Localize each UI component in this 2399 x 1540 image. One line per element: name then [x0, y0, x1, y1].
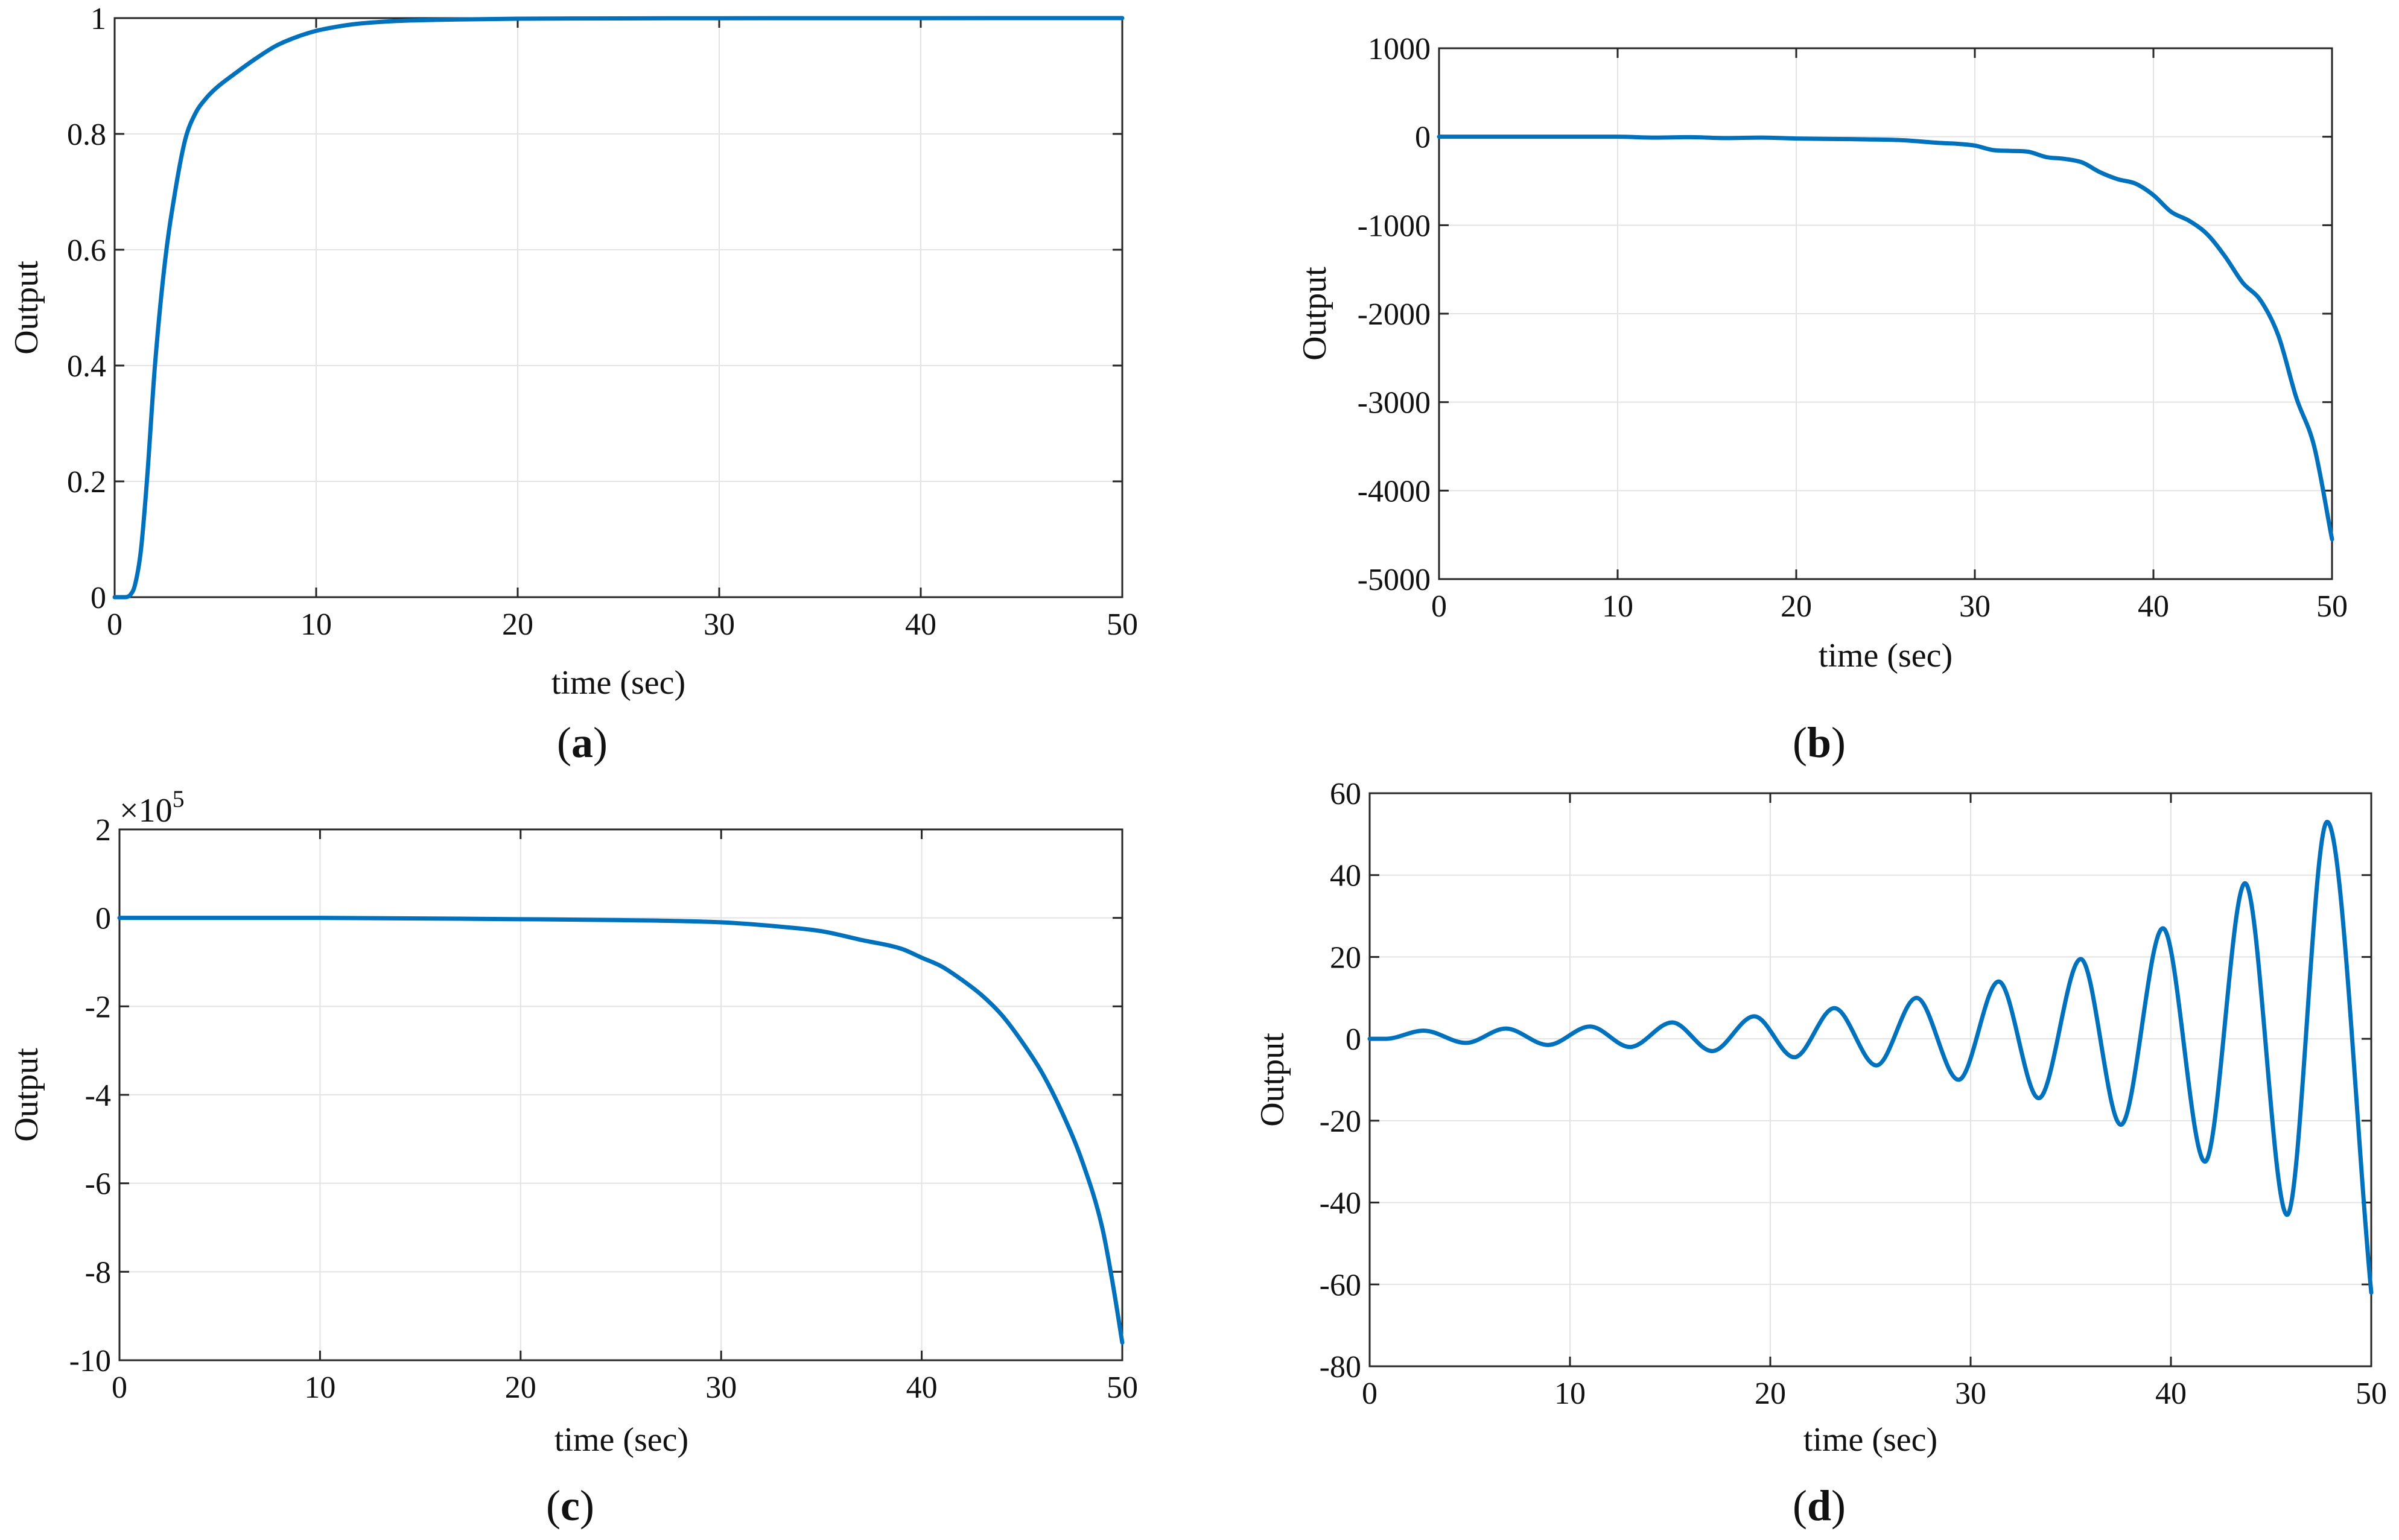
x-tick-label: 10 [1554, 1377, 1586, 1411]
x-tick-label: 10 [300, 607, 332, 642]
x-tick-label: 50 [1107, 607, 1138, 642]
y-tick-label: -4000 [1358, 474, 1431, 509]
caption-c: (c) [546, 1481, 594, 1530]
y-tick-label: -2 [85, 990, 111, 1024]
caption-d: (d) [1793, 1481, 1846, 1530]
caption-letter-b: b [1807, 718, 1831, 767]
chart-panel-d: 0 10 20 30 40 50 -80 -60 -40 -20 0 20 40 60 time (sec… [1254, 777, 2387, 1530]
y-tick-label: -8 [85, 1255, 111, 1290]
x-tick-label: 30 [704, 607, 735, 642]
x-tick-label: 50 [2316, 589, 2348, 624]
x-tick-label: 0 [1431, 589, 1447, 624]
y-tick-label: 0.6 [67, 233, 106, 268]
x-tick-label: 30 [705, 1370, 737, 1405]
y-tick-label: -10 [69, 1344, 111, 1378]
y-tick-label: -20 [1320, 1104, 1361, 1139]
y-axis-label-d: Output [1254, 1033, 1291, 1127]
x-tick-label: 20 [502, 607, 533, 642]
x-axis-label-a: time (sec) [551, 664, 685, 702]
grid-d [1370, 793, 2371, 1366]
y-tick-label: -80 [1320, 1350, 1361, 1384]
y-tick-label: -1000 [1358, 209, 1431, 243]
series-line [112, 16, 1125, 600]
y-tick-label: 40 [1330, 859, 1361, 893]
y-tick-label: 0.4 [67, 349, 106, 384]
x-axis-label-d: time (sec) [1803, 1421, 1937, 1459]
y-multiplier-base-c: ×10 [119, 792, 173, 829]
y-axis-label-a: Output [8, 261, 45, 355]
x-tick-label: 40 [906, 1370, 938, 1405]
y-tick-label: -2000 [1358, 297, 1431, 332]
series-a [112, 16, 1125, 600]
y-tick-label: -3000 [1358, 386, 1431, 420]
series-d [1367, 820, 2374, 1295]
y-tick-label: -4 [85, 1079, 111, 1113]
x-tick-label: 20 [1781, 589, 1812, 624]
y-tick-label: 1000 [1368, 32, 1431, 66]
grid-c [119, 829, 1122, 1360]
series-c [117, 916, 1125, 1345]
y-tick-label: 0 [95, 902, 111, 936]
x-tick-label: 40 [2138, 589, 2169, 624]
y-tick-label: 0 [1415, 121, 1431, 155]
x-tick-label: 20 [1755, 1377, 1786, 1411]
y-tick-label: 0 [1346, 1022, 1361, 1057]
y-axis-label-c: Output [8, 1048, 45, 1142]
y-tick-label: -60 [1320, 1268, 1361, 1302]
axes-frame-a [113, 17, 1123, 598]
x-tick-label: 0 [1362, 1377, 1377, 1411]
caption-b: (b) [1793, 718, 1846, 767]
caption-letter-a: a [571, 718, 593, 767]
chart-panel-a: 0 10 20 30 40 50 0 0.2 0.4 0.6 0.8 1 time (sec) Out… [8, 2, 1138, 767]
y-tick-label: -6 [85, 1167, 111, 1202]
y-axis-label-b: Output [1296, 267, 1333, 361]
x-axis-label-b: time (sec) [1819, 637, 1953, 674]
series-line [1367, 820, 2374, 1295]
x-tick-label: 10 [304, 1370, 335, 1405]
x-tick-label: 40 [905, 607, 936, 642]
x-tick-label: 50 [1107, 1370, 1138, 1405]
x-tick-label: 0 [107, 607, 122, 642]
ticks-d: 0 10 20 30 40 50 -80 -60 -40 -20 0 20 40 60 [1320, 777, 2387, 1411]
y-tick-label: -40 [1320, 1187, 1361, 1221]
grid-b [1439, 48, 2332, 579]
y-tick-label: 60 [1330, 777, 1361, 811]
y-tick-label: 2 [95, 813, 111, 848]
x-tick-label: 40 [2155, 1377, 2187, 1411]
axes-frame-d [1368, 792, 2372, 1367]
y-tick-label: -5000 [1358, 563, 1431, 597]
caption-letter-d: d [1807, 1481, 1831, 1530]
x-tick-label: 10 [1602, 589, 1633, 624]
series-b [1437, 135, 2334, 542]
caption-letter-c: c [561, 1481, 580, 1530]
x-tick-label: 30 [1955, 1377, 1986, 1411]
series-line [117, 916, 1125, 1345]
ticks-a: 0 10 20 30 40 50 0 0.2 0.4 0.6 0.8 1 [67, 2, 1138, 642]
x-axis-label-c: time (sec) [554, 1421, 688, 1459]
caption-a: (a) [557, 718, 608, 767]
y-tick-label: 1 [91, 2, 106, 36]
x-tick-label: 0 [112, 1370, 127, 1405]
y-multiplier-exponent-c: 5 [173, 785, 185, 813]
chart-panel-c: 0 10 20 30 40 50 -10 -8 -6 -4 -2 0 2 ×105 time (sec)… [8, 785, 1138, 1530]
y-tick-label: 0 [91, 581, 106, 615]
y-tick-label: 20 [1330, 940, 1361, 975]
grid-a [115, 18, 1122, 597]
ticks-b: 0 10 20 30 40 50 -5000 -4000 -3000 -2000 -1000 0 100… [1358, 32, 2348, 624]
y-multiplier-c: ×105 [119, 785, 185, 829]
chart-panel-b: 0 10 20 30 40 50 -5000 -4000 -3000 -2000 -1000 0 100… [1296, 32, 2348, 767]
y-tick-label: 0.8 [67, 118, 106, 152]
ticks-c: 0 10 20 30 40 50 -10 -8 -6 -4 -2 0 2 [69, 813, 1138, 1405]
x-tick-label: 30 [1959, 589, 1991, 624]
series-line [1437, 135, 2334, 542]
x-tick-label: 20 [505, 1370, 536, 1405]
y-tick-label: 0.2 [67, 465, 106, 499]
x-tick-label: 50 [2356, 1377, 2387, 1411]
